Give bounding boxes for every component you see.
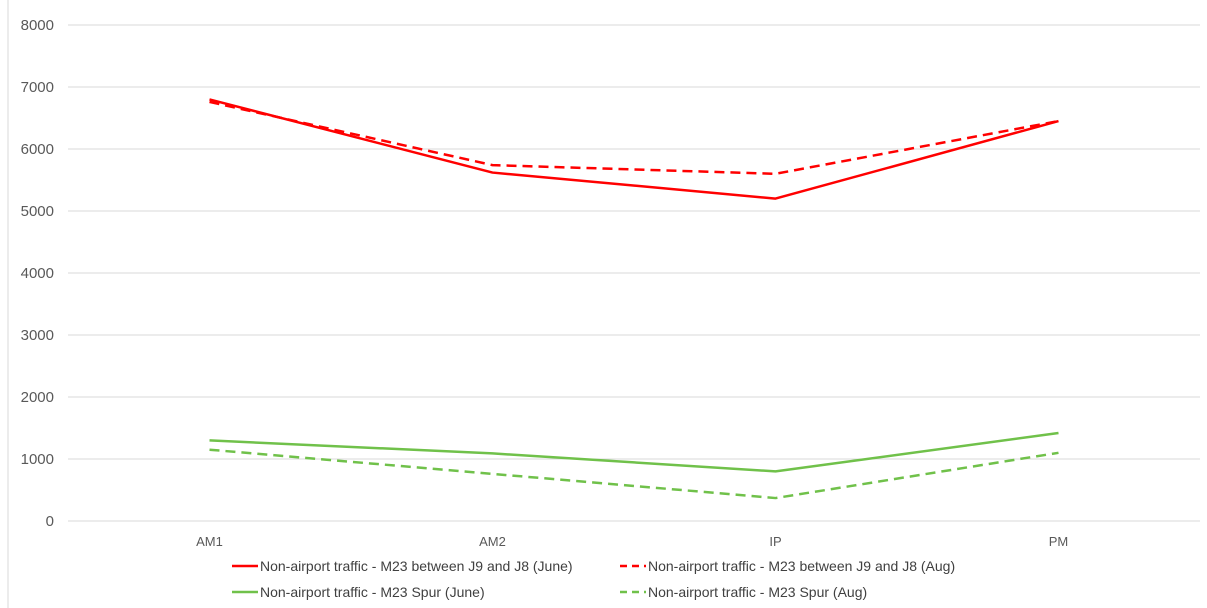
y-tick-label: 3000 — [21, 327, 54, 344]
legend-label: Non-airport traffic - M23 between J9 and… — [260, 558, 573, 574]
y-tick-label: 8000 — [21, 17, 54, 34]
x-axis-ticks: AM1 AM2 IP PM — [196, 534, 1068, 549]
x-tick-label: PM — [1049, 534, 1069, 549]
y-tick-label: 0 — [46, 513, 54, 530]
x-tick-label: AM1 — [196, 534, 223, 549]
x-tick-label: AM2 — [479, 534, 506, 549]
y-tick-label: 4000 — [21, 265, 54, 282]
legend-label: Non-airport traffic - M23 between J9 and… — [648, 558, 955, 574]
y-tick-label: 5000 — [21, 203, 54, 220]
y-axis-ticks: 0 1000 2000 3000 4000 5000 6000 7000 8000 — [21, 17, 54, 530]
series-line-3 — [209, 448, 1059, 500]
y-tick-label: 2000 — [21, 389, 54, 406]
series-line-2 — [209, 431, 1059, 473]
y-tick-label: 7000 — [21, 79, 54, 96]
y-tick-label: 6000 — [21, 141, 54, 158]
series-lines — [209, 98, 1059, 500]
legend: Non-airport traffic - M23 between J9 and… — [232, 558, 955, 600]
x-tick-label: IP — [769, 534, 781, 549]
series-line-0 — [209, 98, 1059, 200]
gridlines — [68, 24, 1200, 522]
y-tick-label: 1000 — [21, 451, 54, 468]
legend-label: Non-airport traffic - M23 Spur (Aug) — [648, 584, 867, 600]
series-line-1 — [209, 100, 1059, 176]
legend-label: Non-airport traffic - M23 Spur (June) — [260, 584, 485, 600]
